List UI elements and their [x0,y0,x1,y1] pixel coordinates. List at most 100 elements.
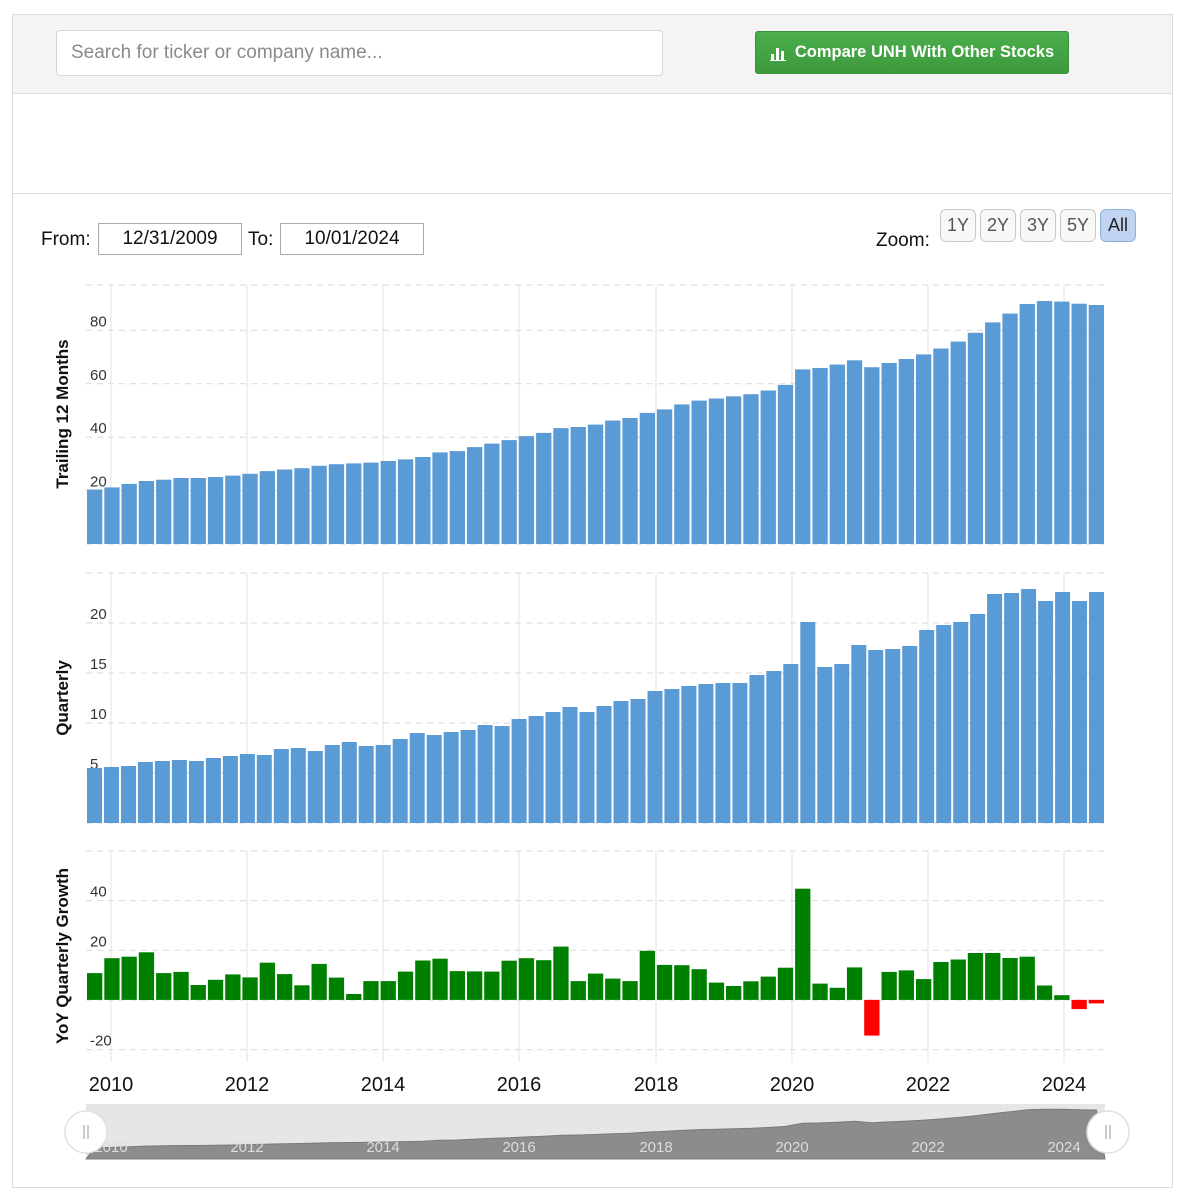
growth-bar[interactable] [311,963,327,1000]
growth-bar[interactable] [1071,999,1087,1010]
growth-bar[interactable] [294,985,310,1000]
quarterly-bar[interactable] [358,746,374,823]
quarterly-bar[interactable] [341,742,357,823]
ttm-bar[interactable] [536,432,552,544]
quarterly-bar[interactable] [137,762,153,823]
ttm-bar[interactable] [726,396,742,544]
quarterly-bar[interactable] [545,712,561,823]
ttm-bar[interactable] [587,424,604,544]
growth-bar[interactable] [1002,958,1018,1000]
quarterly-bar[interactable] [375,745,391,823]
growth-bar[interactable] [1019,956,1035,1000]
growth-bar[interactable] [950,959,966,1001]
growth-bar[interactable] [743,981,759,1000]
compare-stocks-button[interactable]: Compare UNH With Other Stocks [755,31,1069,74]
quarterly-bar[interactable] [936,625,952,823]
ttm-bar[interactable] [1054,301,1070,544]
ttm-bar[interactable] [553,428,569,544]
zoom-1y-button[interactable]: 1Y [940,209,976,242]
quarterly-bar[interactable] [222,756,238,823]
ttm-bar[interactable] [743,394,759,544]
quarterly-bar[interactable] [766,671,782,823]
quarterly-bar[interactable] [494,726,510,823]
ttm-bar[interactable] [277,469,293,545]
ttm-bar[interactable] [985,322,1001,544]
navigator-left-handle[interactable] [64,1110,108,1154]
growth-bar[interactable] [1054,995,1070,1000]
growth-bar[interactable] [553,946,569,1000]
growth-bar[interactable] [864,999,880,1036]
ttm-bar[interactable] [259,471,275,544]
quarterly-bar[interactable] [613,701,629,823]
growth-bar[interactable] [570,981,586,1000]
ttm-bar[interactable] [760,390,776,545]
ttm-bar[interactable] [846,360,863,544]
growth-bar[interactable] [207,979,224,1000]
ttm-bar[interactable] [225,475,241,544]
growth-bar[interactable] [1036,985,1053,1000]
growth-bar[interactable] [898,970,914,1000]
quarterly-bar[interactable] [698,684,714,823]
growth-bar[interactable] [518,958,535,1000]
from-date-input[interactable]: 12/31/2009 [98,223,242,255]
ttm-bar[interactable] [864,367,880,544]
growth-bar[interactable] [916,979,932,1000]
quarterly-bar[interactable] [817,667,833,823]
growth-bar[interactable] [87,973,103,1000]
quarterly-bar[interactable] [800,622,816,823]
ttm-bar[interactable] [104,487,120,544]
growth-bar[interactable] [501,960,517,1000]
growth-bar[interactable] [760,976,776,1000]
growth-bar[interactable] [622,981,638,1000]
ttm-bar[interactable] [656,409,673,544]
quarterly-bar[interactable] [477,725,493,823]
quarterly-bar[interactable] [749,675,765,823]
quarterly-bar[interactable] [783,664,799,823]
ttm-bar[interactable] [467,447,483,544]
quarterly-bar[interactable] [1055,592,1071,823]
quarterly-bar[interactable] [596,706,612,823]
quarterly-bar[interactable] [953,622,969,823]
ttm-bar[interactable] [622,418,638,544]
ttm-bar[interactable] [380,461,396,544]
growth-bar[interactable] [397,971,414,1000]
quarterly-bar[interactable] [104,767,119,823]
ttm-bar[interactable] [87,489,103,545]
growth-bar[interactable] [846,967,863,1000]
quarterly-bar[interactable] [834,664,850,823]
quarterly-bar[interactable] [715,683,731,823]
quarterly-bar[interactable] [290,748,306,823]
quarterly-bar[interactable] [885,649,901,823]
growth-bar[interactable] [726,986,742,1000]
growth-bar[interactable] [484,971,500,1000]
growth-bar[interactable] [467,971,483,1000]
ttm-bar[interactable] [1036,301,1053,544]
growth-bar[interactable] [536,960,552,1000]
quarterly-bar[interactable] [868,650,884,823]
zoom-2y-button[interactable]: 2Y [980,209,1016,242]
ttm-bar[interactable] [1019,304,1035,544]
ttm-bar[interactable] [294,468,310,544]
quarterly-bar[interactable] [579,712,595,823]
quarterly-bar[interactable] [647,691,663,823]
quarterly-bar[interactable] [205,758,221,823]
quarterly-bar[interactable] [154,761,170,823]
growth-bar[interactable] [173,971,189,1000]
ttm-bar[interactable] [691,400,707,544]
ticker-search-input[interactable] [56,30,663,76]
to-date-input[interactable]: 10/01/2024 [280,223,424,255]
quarterly-bar[interactable] [392,739,408,823]
growth-bar[interactable] [328,977,345,1000]
ttm-bar[interactable] [363,462,379,544]
growth-bar[interactable] [656,964,673,1000]
growth-bar[interactable] [380,981,396,1000]
growth-bar[interactable] [104,958,120,1000]
ttm-bar[interactable] [518,436,535,544]
quarterly-bar[interactable] [1072,601,1087,823]
quarterly-bar[interactable] [426,735,442,823]
ttm-bar[interactable] [138,481,155,544]
quarterly-bar[interactable] [307,751,323,823]
ttm-bar[interactable] [605,420,621,544]
ttm-bar[interactable] [967,332,984,544]
ttm-bar[interactable] [415,457,431,544]
